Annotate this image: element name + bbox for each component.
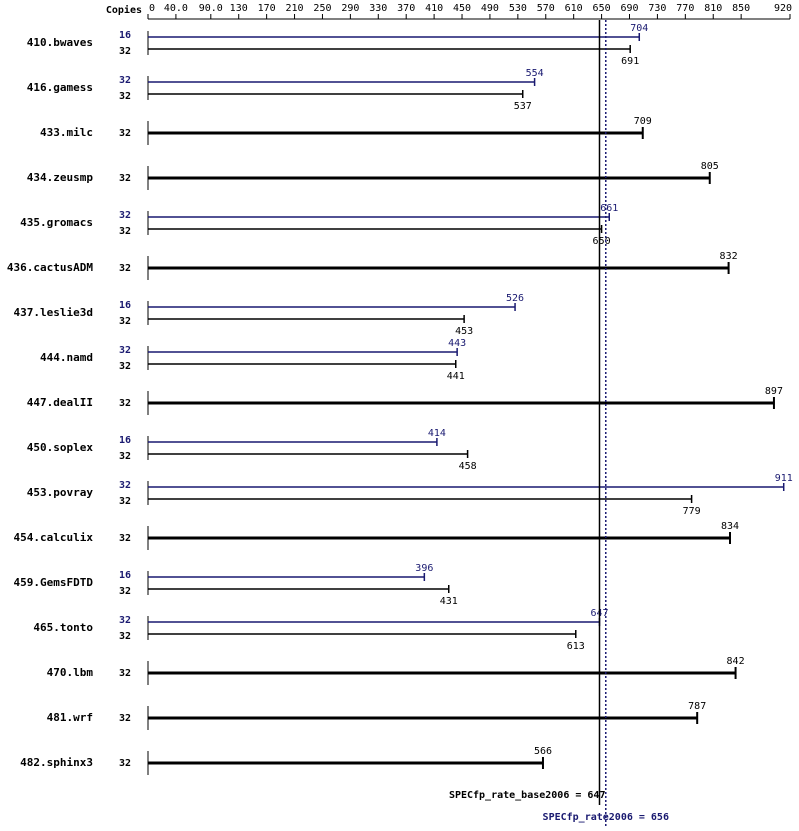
value-label: 431 [440,596,458,607]
copies-label: 16 [119,30,131,41]
copies-label: 32 [119,713,131,724]
copies-label: 32 [119,533,131,544]
value-label: 537 [514,101,532,112]
copies-label: 32 [119,631,131,642]
copies-label: 32 [119,586,131,597]
value-label: 897 [765,386,783,397]
copies-header: Copies [106,4,142,16]
x-tick-label: 330 [369,3,387,14]
benchmark-label: 410.bwaves [27,36,93,49]
value-label: 613 [567,641,585,652]
x-tick-label: 530 [509,3,527,14]
x-tick-label: 410 [425,3,443,14]
copies-label: 32 [119,173,131,184]
copies-label: 16 [119,570,131,581]
copies-label: 32 [119,128,131,139]
x-tick-label: 770 [676,3,694,14]
benchmark-label: 482.sphinx3 [20,756,93,769]
value-label: 832 [720,251,738,262]
benchmark-label: 433.milc [40,126,93,139]
value-label: 414 [428,428,446,439]
x-tick-label: 290 [341,3,359,14]
x-tick-label: 370 [397,3,415,14]
benchmark-label: 435.gromacs [20,216,93,229]
x-tick-label: 250 [313,3,331,14]
copies-label: 32 [119,451,131,462]
value-label: 566 [534,746,552,757]
x-tick-label: 570 [537,3,555,14]
copies-label: 32 [119,91,131,102]
copies-label: 32 [119,226,131,237]
value-label: 911 [775,473,793,484]
value-label: 526 [506,293,524,304]
copies-label: 32 [119,75,131,86]
x-tick-label: 210 [286,3,304,14]
value-label: 650 [593,236,611,247]
value-label: 805 [701,161,719,172]
value-label: 704 [630,23,648,34]
value-label: 779 [683,506,701,517]
copies-label: 32 [119,480,131,491]
benchmark-label: 459.GemsFDTD [14,576,94,589]
reference-label: SPECfp_rate2006 = 656 [543,812,669,823]
copies-label: 32 [119,758,131,769]
benchmark-label: 450.soplex [27,441,94,454]
benchmark-label: 434.zeusmp [27,171,94,184]
copies-label: 32 [119,615,131,626]
benchmark-label: 416.gamess [27,81,93,94]
x-tick-label: 90.0 [199,3,223,14]
value-label: 453 [455,326,473,337]
x-tick-label: 690 [620,3,638,14]
copies-label: 32 [119,668,131,679]
copies-label: 32 [119,361,131,372]
copies-label: 32 [119,496,131,507]
copies-label: 32 [119,345,131,356]
copies-label: 32 [119,210,131,221]
copies-label: 32 [119,263,131,274]
copies-label: 32 [119,398,131,409]
value-label: 834 [721,521,739,532]
benchmark-label: 454.calculix [14,531,94,544]
value-label: 396 [415,563,433,574]
x-tick-label: 610 [565,3,583,14]
copies-label: 32 [119,46,131,57]
x-tick-label: 850 [732,3,750,14]
benchmark-label: 437.leslie3d [14,306,93,319]
value-label: 691 [621,56,639,67]
x-tick-label: 170 [258,3,276,14]
x-tick-label: 730 [648,3,666,14]
copies-label: 32 [119,316,131,327]
value-label: 709 [634,116,652,127]
benchmark-label: 465.tonto [33,621,93,634]
copies-label: 16 [119,300,131,311]
x-tick-label: 130 [230,3,248,14]
benchmark-label: 444.namd [40,351,93,364]
value-label: 661 [600,203,618,214]
value-label: 458 [459,461,477,472]
benchmark-label: 447.dealII [27,396,93,409]
x-tick-label: 810 [704,3,722,14]
copies-label: 16 [119,435,131,446]
value-label: 842 [727,656,745,667]
value-label: 441 [447,371,465,382]
x-tick-label: 0 [149,3,155,14]
x-tick-label: 40.0 [164,3,188,14]
benchmark-label: 470.lbm [47,666,94,679]
x-tick-label: 920 [774,3,792,14]
benchmark-label: 453.povray [27,486,94,499]
value-label: 554 [526,68,544,79]
value-label: 443 [448,338,466,349]
benchmark-label: 436.cactusADM [7,261,93,274]
x-tick-label: 490 [481,3,499,14]
value-label: 787 [688,701,706,712]
x-tick-label: 450 [453,3,471,14]
x-tick-label: 650 [593,3,611,14]
benchmark-label: 481.wrf [47,711,93,724]
reference-label: SPECfp_rate_base2006 = 647 [449,790,606,801]
